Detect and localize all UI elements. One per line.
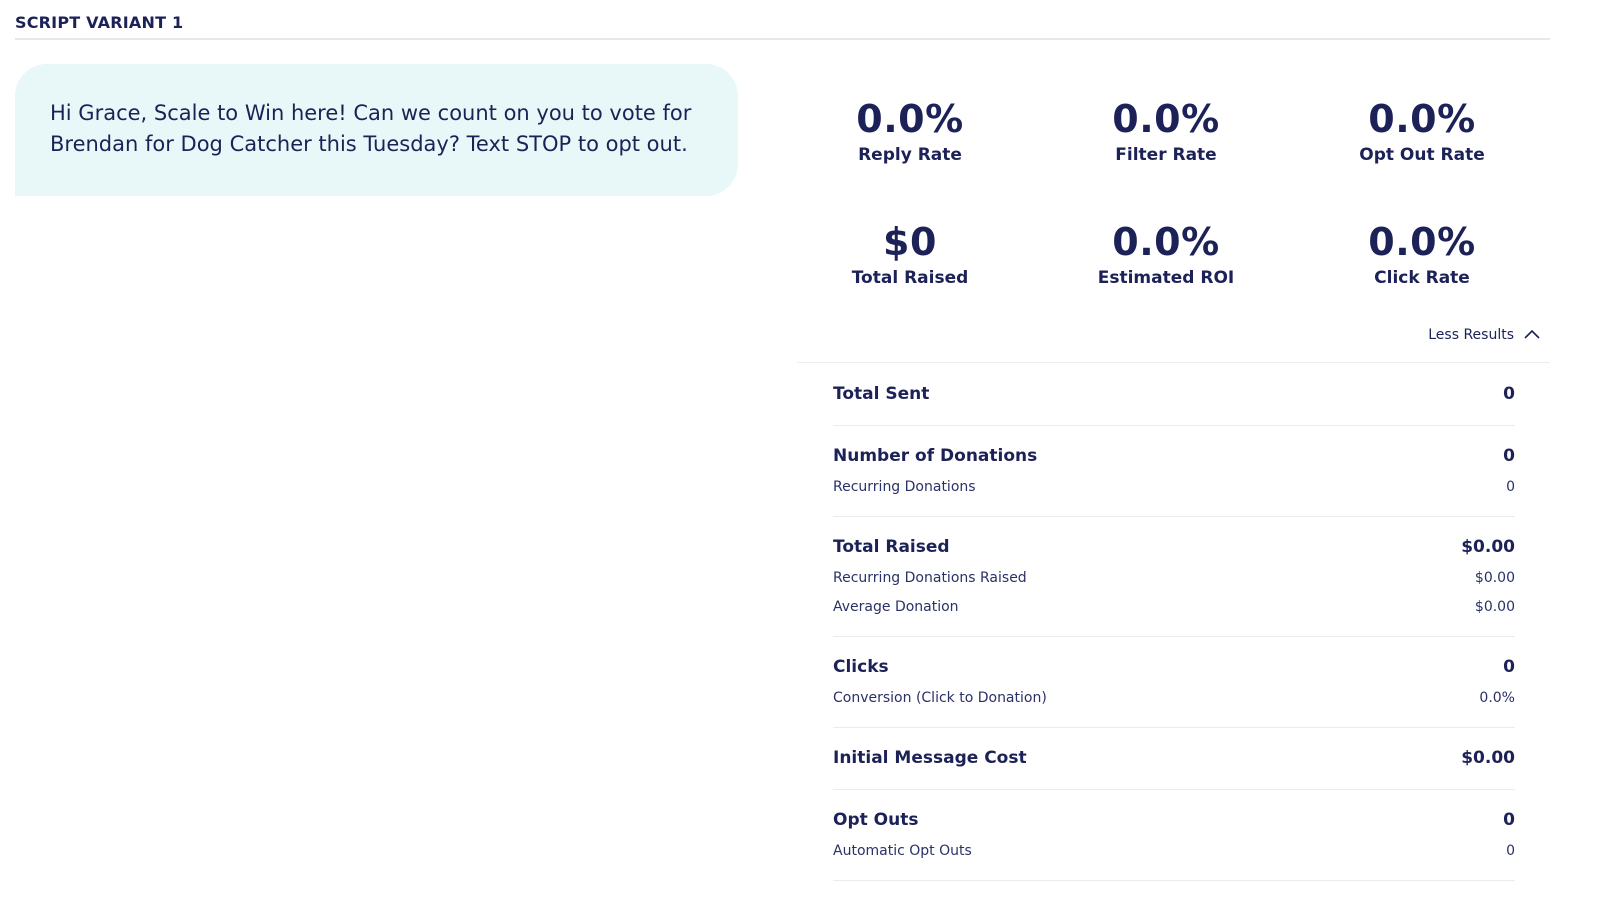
less-results-label: Less Results — [1428, 327, 1514, 343]
result-group-clicks: Clicks 0 Conversion (Click to Donation) … — [833, 637, 1515, 728]
result-subvalue: $0.00 — [1474, 599, 1515, 615]
result-subvalue: 0.0% — [1479, 690, 1515, 706]
stat-label: Filter Rate — [1115, 145, 1217, 165]
result-subvalue: $0.00 — [1474, 570, 1515, 586]
result-subrow: Conversion (Click to Donation) 0.0% — [833, 687, 1515, 709]
result-subrow: Automatic Opt Outs 0 — [833, 840, 1515, 862]
result-label: Initial Message Cost — [833, 748, 1027, 768]
result-sublabel: Average Donation — [833, 599, 959, 615]
message-bubble: Hi Grace, Scale to Win here! Can we coun… — [15, 64, 738, 196]
result-label: Opt Outs — [833, 810, 919, 830]
less-results-toggle[interactable]: Less Results — [1428, 327, 1540, 343]
result-value: 0 — [1503, 446, 1515, 466]
result-subrow: Recurring Donations 0 — [833, 476, 1515, 498]
result-sublabel: Recurring Donations — [833, 479, 976, 495]
stat-label: Reply Rate — [858, 145, 962, 165]
result-subrow: Average Donation $0.00 — [833, 596, 1515, 618]
result-row: Clicks 0 — [833, 654, 1515, 680]
result-subrow: Recurring Donations Raised $0.00 — [833, 567, 1515, 589]
result-sublabel: Recurring Donations Raised — [833, 570, 1027, 586]
stat-label: Total Raised — [851, 268, 969, 288]
result-group-total-sent: Total Sent 0 — [833, 364, 1515, 426]
result-row: Total Sent 0 — [833, 381, 1515, 407]
result-value: 0 — [1503, 657, 1515, 677]
result-sublabel: Conversion (Click to Donation) — [833, 690, 1047, 706]
stat-value: 0.0% — [856, 97, 964, 141]
stat-click-rate: 0.0% Click Rate — [1294, 219, 1550, 289]
stat-value: 0.0% — [1112, 97, 1220, 141]
stat-label: Estimated ROI — [1097, 268, 1235, 288]
result-row: Total Raised $0.00 — [833, 534, 1515, 560]
result-group-opt-outs: Opt Outs 0 Automatic Opt Outs 0 — [833, 790, 1515, 881]
stat-value: 0.0% — [1368, 97, 1476, 141]
stat-opt-out-rate: 0.0% Opt Out Rate — [1294, 96, 1550, 166]
stat-value: 0.0% — [1112, 220, 1220, 264]
stat-value: $0 — [883, 220, 937, 264]
results-divider — [797, 362, 1550, 363]
result-subvalue: 0 — [1506, 843, 1515, 859]
section-title: SCRIPT VARIANT 1 — [15, 13, 184, 32]
message-text: Hi Grace, Scale to Win here! Can we coun… — [50, 101, 692, 156]
result-label: Total Sent — [833, 384, 930, 404]
results-table: Total Sent 0 Number of Donations 0 Recur… — [833, 364, 1515, 881]
result-row: Initial Message Cost $0.00 — [833, 745, 1515, 771]
result-subvalue: 0 — [1506, 479, 1515, 495]
stat-reply-rate: 0.0% Reply Rate — [782, 96, 1038, 166]
stat-filter-rate: 0.0% Filter Rate — [1038, 96, 1294, 166]
result-value: 0 — [1503, 384, 1515, 404]
result-group-initial-cost: Initial Message Cost $0.00 — [833, 728, 1515, 790]
stat-label: Opt Out Rate — [1359, 145, 1485, 165]
result-row: Number of Donations 0 — [833, 443, 1515, 469]
section-divider — [15, 38, 1550, 40]
result-sublabel: Automatic Opt Outs — [833, 843, 972, 859]
stat-label: Click Rate — [1374, 268, 1470, 288]
result-value: $0.00 — [1461, 537, 1515, 557]
result-value: $0.00 — [1461, 748, 1515, 768]
stat-total-raised: $0 Total Raised — [782, 219, 1038, 289]
result-label: Number of Donations — [833, 446, 1038, 466]
chevron-up-icon — [1514, 327, 1540, 343]
result-label: Clicks — [833, 657, 889, 677]
result-value: 0 — [1503, 810, 1515, 830]
result-group-donations: Number of Donations 0 Recurring Donation… — [833, 426, 1515, 517]
result-row: Opt Outs 0 — [833, 807, 1515, 833]
result-label: Total Raised — [833, 537, 950, 557]
stat-estimated-roi: 0.0% Estimated ROI — [1038, 219, 1294, 289]
stat-value: 0.0% — [1368, 220, 1476, 264]
result-group-raised: Total Raised $0.00 Recurring Donations R… — [833, 517, 1515, 637]
